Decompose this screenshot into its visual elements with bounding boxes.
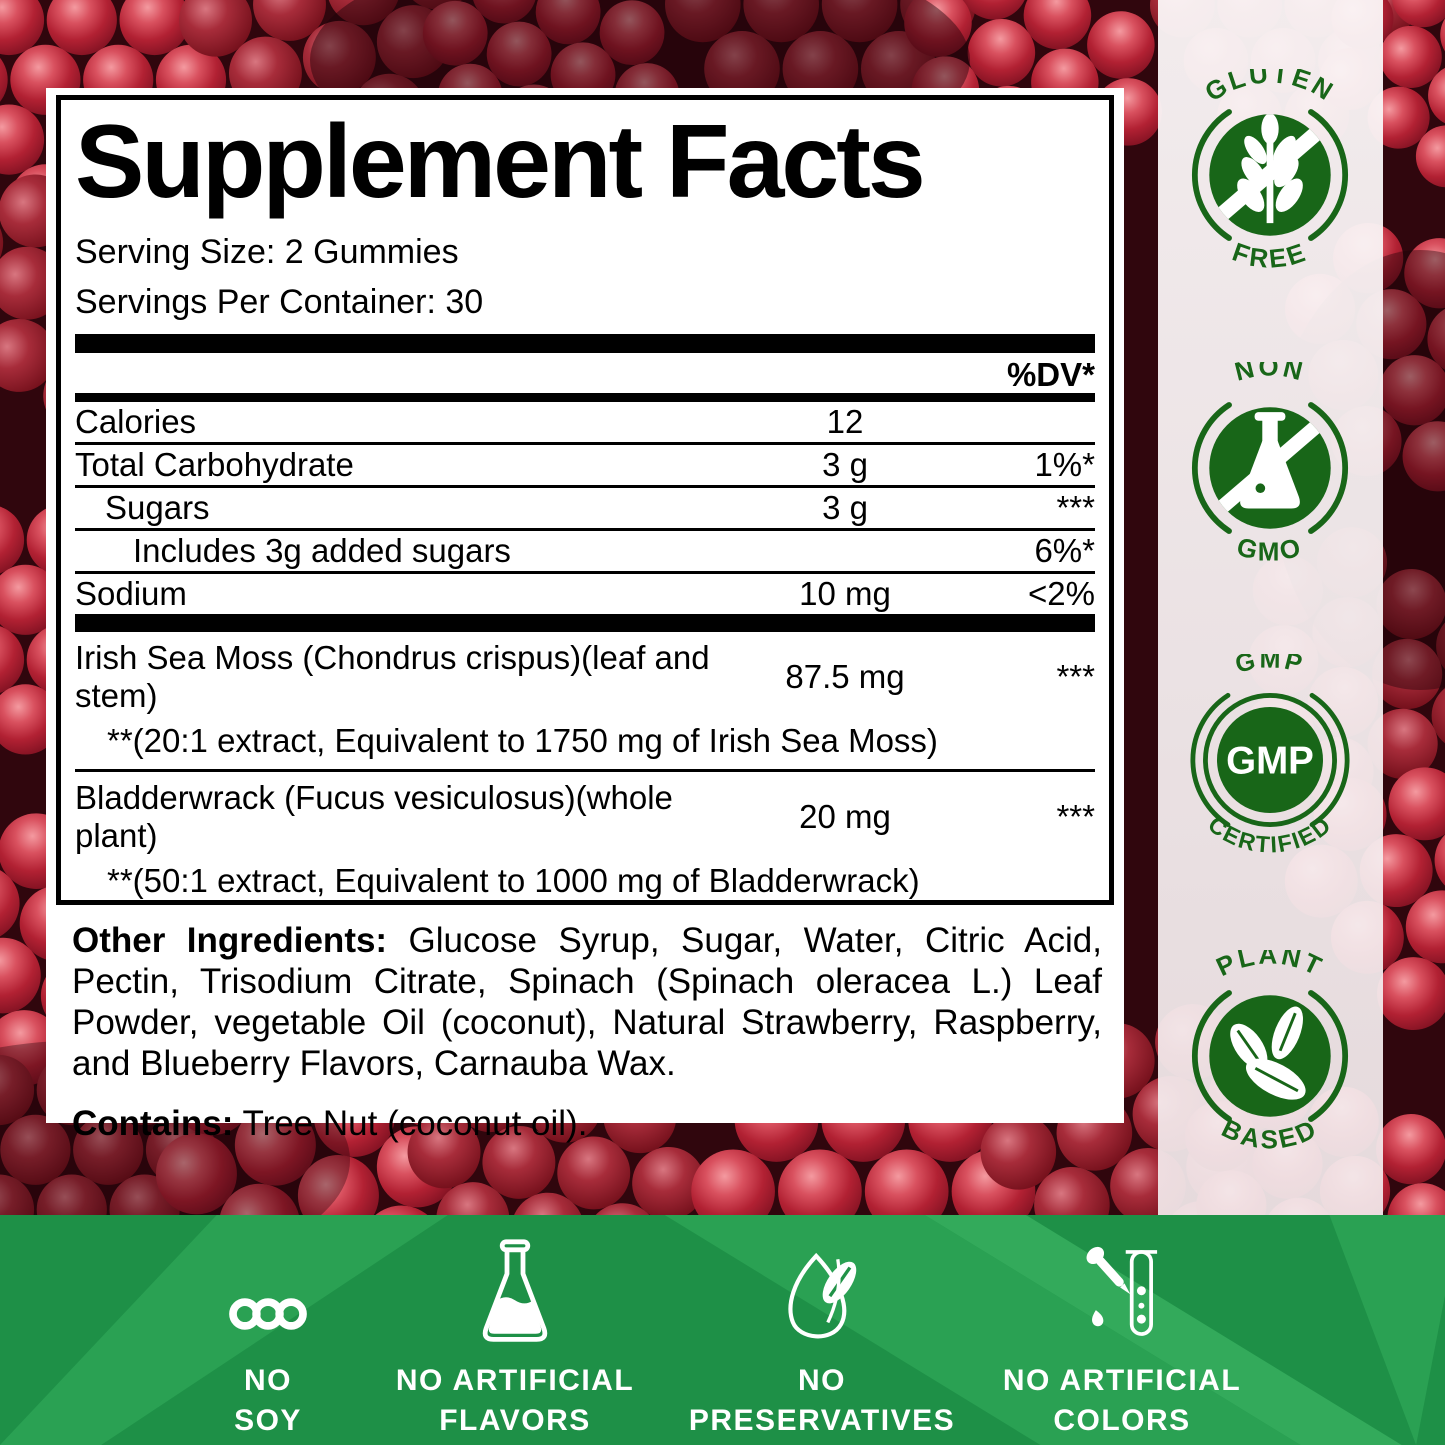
badge-top-label: PLANT — [1211, 950, 1325, 982]
badge-bottom-label: CERTIFIED — [1203, 811, 1334, 858]
gmp-certified-badge: GMP GMP CERTIFIED — [1164, 654, 1376, 866]
badge-top-label: GMP — [1233, 654, 1305, 679]
dv-column-header: %DV* — [1006, 356, 1095, 394]
nutrient-row-sugars: Sugars 3 g *** — [75, 485, 1095, 528]
test-tube-dropper-icon — [1086, 1246, 1158, 1336]
nutrient-name: Total Carbohydrate — [75, 446, 354, 484]
nutrient-dv: <2% — [1028, 575, 1095, 613]
supplement-facts-panel: Supplement Facts Serving Size: 2 Gummies… — [46, 88, 1124, 1143]
banner-item-no-soy: NO SOY — [108, 1237, 428, 1441]
nutrient-amount: 3 g — [822, 489, 868, 527]
divider-bar — [75, 393, 1095, 403]
banner-label-line2: COLORS — [1053, 1404, 1191, 1437]
svg-text:GMP: GMP — [1233, 654, 1308, 679]
benefits-banner: NO SOY NO ARTIFICIAL FLAVORS — [0, 1215, 1445, 1445]
herb-row-bladderwrack: Bladderwrack (Fucus vesiculosus)(whole p… — [75, 769, 1095, 900]
wheat-crossed-icon: GLUTEN FREE — [1192, 69, 1348, 274]
badge-bottom-label: FREE — [1229, 236, 1309, 274]
gmp-center-label: GMP — [1226, 739, 1314, 782]
soy-pod-icon — [229, 1298, 307, 1330]
contains-line: Contains: Tree Nut (coconut oil). — [72, 1104, 1102, 1144]
badge-bottom-label: GMO — [1234, 531, 1304, 566]
flask-icon — [482, 1239, 548, 1342]
nutrient-dv: 1%* — [1034, 446, 1095, 484]
nutrient-row-added-sugars: Includes 3g added sugars 6%* — [75, 528, 1095, 571]
banner-label-line2: PRESERVATIVES — [688, 1404, 956, 1437]
herb-name: Irish Sea Moss (Chondrus crispus)(leaf a… — [75, 639, 710, 715]
svg-text:NON: NON — [1232, 362, 1309, 387]
nutrient-dv: 6%* — [1034, 532, 1095, 570]
banner-label-line1: NO — [798, 1364, 846, 1397]
nutrient-name: Sugars — [105, 489, 210, 527]
badge-top-label: NON — [1232, 362, 1306, 387]
gmp-seal-icon: GMP GMP CERTIFIED — [1190, 654, 1350, 858]
nutrient-name: Calories — [75, 403, 197, 441]
leaf-drop-icon — [788, 1252, 857, 1339]
herb-dv: *** — [1056, 798, 1095, 836]
svg-text:PLANT: PLANT — [1211, 950, 1328, 982]
nutrient-amount: 12 — [826, 403, 864, 441]
banner-item-no-preservatives: NO PRESERVATIVES — [662, 1237, 982, 1441]
gluten-free-badge: GLUTEN FREE — [1164, 69, 1376, 281]
plant-based-badge: PLANT BASED — [1164, 950, 1376, 1162]
svg-text:GMO: GMO — [1234, 531, 1307, 566]
herb-row-irish-sea-moss: Irish Sea Moss (Chondrus crispus)(leaf a… — [75, 632, 1095, 769]
nutrient-name: Sodium — [75, 575, 187, 613]
herb-name: Bladderwrack (Fucus vesiculosus)(whole p… — [75, 779, 673, 855]
flask-crossed-icon: NON GMO — [1192, 362, 1348, 566]
divider-bar — [75, 334, 1095, 354]
supplement-facts-box: Supplement Facts Serving Size: 2 Gummies… — [56, 95, 1114, 905]
banner-label-line1: NO ARTIFICIAL — [395, 1364, 635, 1397]
banner-item-no-artificial-colors: NO ARTIFICIAL COLORS — [962, 1237, 1282, 1441]
badge-top-label: GLUTEN — [1200, 69, 1338, 107]
servings-per-container: Servings Per Container: 30 — [75, 283, 484, 322]
divider-bar — [75, 614, 1095, 633]
nutrient-row-total-carbohydrate: Total Carbohydrate 3 g 1%* — [75, 442, 1095, 485]
nutrient-row-sodium: Sodium 10 mg <2% — [75, 571, 1095, 614]
svg-text:BASED: BASED — [1217, 1113, 1323, 1155]
banner-label-line2: FLAVORS — [439, 1404, 591, 1437]
svg-text:FREE: FREE — [1229, 236, 1312, 274]
svg-text:CERTIFIED: CERTIFIED — [1203, 811, 1336, 858]
nutrient-amount: 10 mg — [799, 575, 891, 613]
herb-amount: 20 mg — [799, 798, 891, 836]
nutrient-amount: 3 g — [822, 446, 868, 484]
leaves-icon: PLANT BASED — [1192, 950, 1348, 1155]
banner-label-line1: NO — [244, 1364, 292, 1397]
herb-detail: **(50:1 extract, Equivalent to 1000 mg o… — [107, 862, 920, 900]
herb-amount: 87.5 mg — [785, 658, 905, 696]
badge-bottom-label: BASED — [1217, 1113, 1320, 1155]
contains-text: Tree Nut (coconut oil). — [233, 1104, 588, 1143]
banner-label-line1: NO ARTIFICIAL — [1002, 1364, 1242, 1397]
page-title: Supplement Facts — [75, 104, 926, 220]
nutrient-row-calories: Calories 12 — [75, 402, 1095, 442]
non-gmo-badge: NON GMO — [1164, 362, 1376, 574]
herb-detail: **(20:1 extract, Equivalent to 1750 mg o… — [107, 722, 938, 760]
serving-size: Serving Size: 2 Gummies — [75, 233, 459, 272]
other-ingredients-paragraph: Other Ingredients: Glucose Syrup, Sugar,… — [72, 920, 1102, 1084]
banner-item-no-artificial-flavors: NO ARTIFICIAL FLAVORS — [355, 1237, 675, 1441]
herb-dv: *** — [1056, 658, 1095, 696]
svg-text:GLUTEN: GLUTEN — [1200, 69, 1341, 107]
other-ingredients-label: Other Ingredients: — [72, 921, 388, 960]
contains-label: Contains: — [72, 1104, 234, 1143]
other-ingredients-text: Glucose Syrup, Sugar, Water, Citric Acid… — [72, 921, 1102, 1083]
nutrient-name: Includes 3g added sugars — [133, 532, 511, 570]
banner-label-line2: SOY — [234, 1404, 302, 1437]
nutrient-dv: *** — [1056, 489, 1095, 527]
